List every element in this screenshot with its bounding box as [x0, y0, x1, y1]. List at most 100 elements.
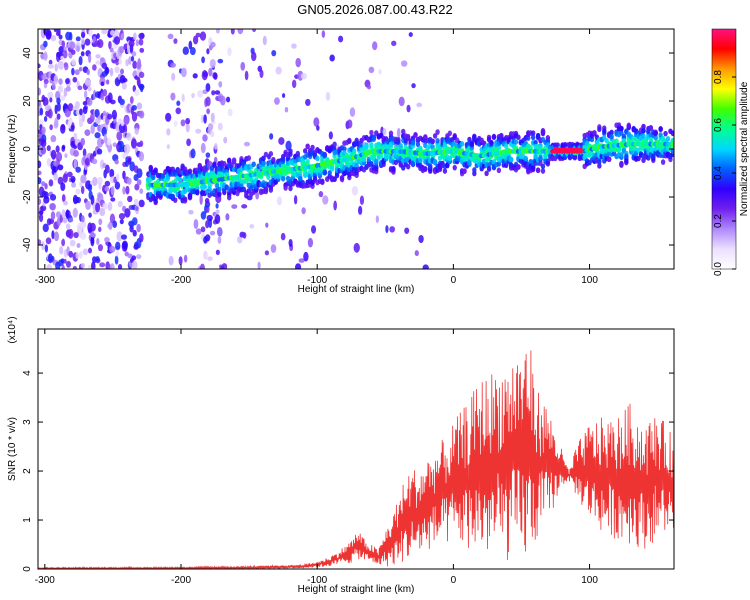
heatmap-noise-cell [271, 49, 277, 57]
heatmap-noise-cell [131, 104, 137, 111]
heatmap-band-cell [268, 151, 274, 157]
heatmap-noise-cell [63, 200, 68, 206]
heatmap-noise-cell [269, 133, 274, 140]
heatmap-noise-cell [80, 137, 86, 146]
heatmap-noise-cell [59, 245, 64, 255]
heatmap-noise-cell [298, 258, 305, 263]
heatmap-noise-cell [75, 44, 80, 52]
heatmap-noise-cell [119, 218, 124, 225]
heatmap-noise-cell [61, 194, 66, 203]
heatmap-noise-cell [185, 122, 190, 133]
y-tick-label: 2 [22, 468, 33, 474]
heatmap-noise-cell [178, 256, 183, 266]
snr-line [38, 350, 674, 569]
heatmap-noise-cell [97, 176, 103, 185]
heatmap-noise-cell [89, 222, 96, 232]
heatmap-noise-cell [119, 46, 125, 54]
heatmap-noise-cell [78, 251, 83, 259]
heatmap-band-cell [540, 163, 546, 170]
heatmap-noise-cell [276, 196, 282, 206]
heatmap-band-cell [386, 153, 391, 160]
heatmap-noise-cell [91, 261, 96, 269]
heatmap-noise-cell [398, 96, 405, 107]
heatmap-noise-cell [49, 202, 56, 211]
heatmap-band-cell [280, 156, 286, 163]
heatmap-noise-cell [175, 107, 182, 115]
heatmap-noise-cell [114, 159, 119, 165]
heatmap-noise-cell [109, 245, 116, 253]
heatmap-noise-cell [230, 29, 235, 35]
heatmap-noise-cell [53, 74, 59, 85]
heatmap-band-cell [288, 185, 293, 192]
heatmap-band-cell [388, 130, 394, 137]
heatmap-band-cell [592, 129, 597, 136]
heatmap-noise-cell [68, 217, 74, 223]
heatmap-noise-cell [193, 219, 199, 230]
heatmap-noise-cell [338, 35, 344, 43]
heatmap-noise-cell [223, 136, 228, 144]
heatmap-noise-cell [80, 262, 85, 269]
heatmap-band-cell [202, 184, 207, 190]
heatmap-noise-cell [203, 250, 208, 260]
heatmap-noise-cell [62, 217, 68, 224]
heatmap-noise-cell [191, 92, 195, 99]
heatmap-band-cell [545, 135, 551, 141]
heatmap-band-cell [342, 146, 347, 152]
heatmap-noise-cell [42, 96, 49, 107]
heatmap-noise-cell [132, 229, 137, 237]
heatmap-noise-cell [325, 91, 331, 101]
heatmap-noise-cell [126, 177, 132, 185]
heatmap-noise-cell [358, 205, 363, 215]
heatmap-noise-cell [115, 173, 120, 181]
y-tick-label: 0 [22, 566, 33, 572]
heatmap-noise-cell [120, 68, 125, 75]
heatmap-noise-cell [125, 185, 130, 195]
heatmap-band-cell [246, 155, 252, 161]
heatmap-noise-cell [173, 38, 178, 44]
heatmap-noise-cell [333, 200, 338, 211]
heatmap-band-cell [415, 141, 421, 148]
heatmap-noise-cell [77, 85, 83, 91]
heatmap-noise-cell [99, 207, 106, 217]
heatmap-band-cell [332, 141, 337, 148]
heatmap-band-cell [626, 122, 631, 129]
heatmap-noise-cell [167, 33, 174, 40]
heatmap-noise-cell [411, 83, 416, 89]
heatmap-noise-cell [79, 108, 83, 116]
heatmap-noise-cell [38, 239, 42, 246]
heatmap-band-cell [619, 125, 624, 132]
heatmap-noise-cell [136, 102, 143, 110]
heatmap-noise-cell [372, 41, 378, 51]
heatmap-noise-cell [111, 109, 117, 120]
heatmap-noise-cell [138, 151, 145, 162]
heatmap-band-cell [261, 160, 266, 167]
heatmap-noise-cell [353, 242, 360, 253]
heatmap-band-cell [327, 170, 332, 176]
heatmap-noise-cell [78, 55, 83, 66]
heatmap-noise-cell [120, 120, 125, 127]
heatmap-noise-cell [99, 57, 105, 62]
heatmap-noise-cell [257, 261, 261, 269]
heatmap-noise-cell [119, 98, 125, 105]
heatmap-noise-cell [98, 218, 103, 226]
heatmap-noise-cell [209, 230, 216, 236]
heatmap-noise-cell [351, 185, 359, 196]
heatmap-noise-cell [61, 144, 66, 150]
heatmap-band-cell [597, 163, 602, 169]
heatmap-band-cell [513, 139, 519, 145]
heatmap-noise-cell [112, 142, 117, 148]
heatmap-noise-cell [71, 182, 77, 188]
heatmap-noise-cell [38, 210, 44, 215]
heatmap-band-cell [263, 188, 269, 195]
heatmap-noise-cell [75, 188, 81, 195]
heatmap-noise-cell [96, 237, 100, 245]
heatmap-noise-cell [122, 186, 126, 195]
heatmap-band-cell [472, 167, 477, 173]
heatmap-band-cell [452, 164, 457, 171]
heatmap-noise-cell [385, 225, 389, 234]
heatmap-band-cell [572, 154, 578, 161]
snr-x-axis-title: Height of straight line (km) [298, 584, 415, 595]
heatmap-noise-cell [130, 138, 137, 149]
heatmap-noise-cell [316, 125, 320, 131]
heatmap-noise-cell [55, 30, 61, 37]
